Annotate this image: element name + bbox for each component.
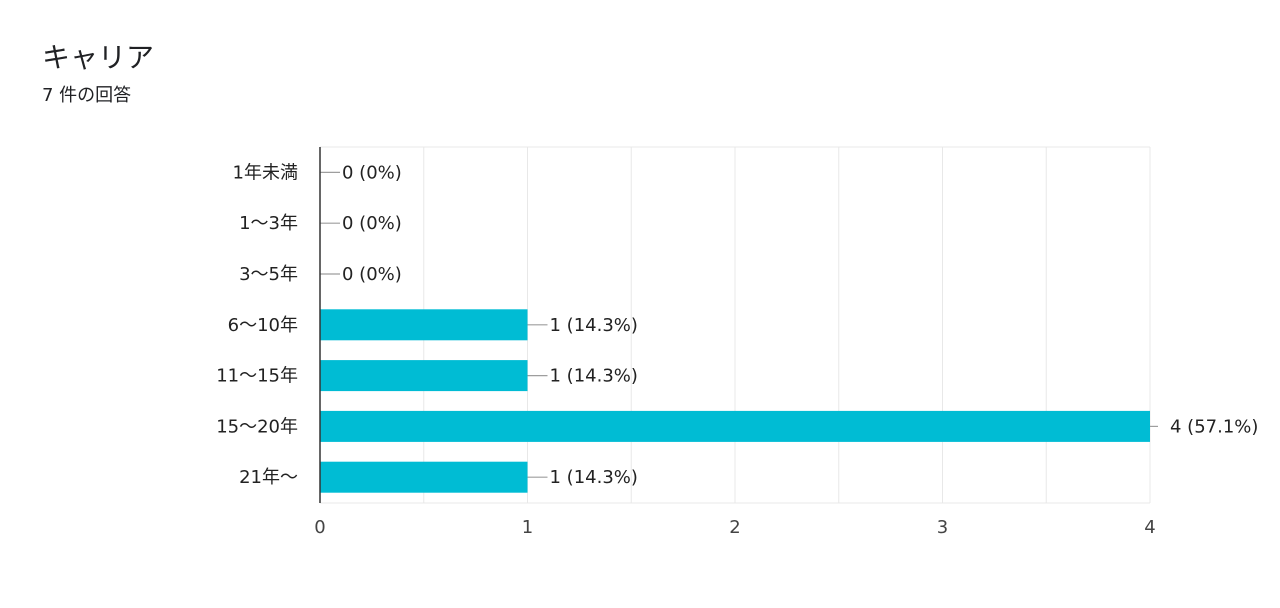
category-label: 6〜10年 [228,315,298,336]
bar [320,410,1150,442]
category-label: 1年未満 [233,162,298,183]
chart-header: キャリア 7 件の回答 [42,40,154,108]
x-tick-label: 1 [522,517,533,538]
data-label: 1 (14.3%) [550,366,638,387]
bar [320,461,528,493]
category-label: 11〜15年 [216,366,298,387]
bars [320,309,1150,493]
category-label: 21年〜 [239,467,298,488]
axes: 0 1 2 3 4 [314,147,1156,538]
bar [320,360,528,392]
category-label: 3〜5年 [239,264,298,285]
x-tick-label: 3 [937,517,948,538]
bar [320,309,528,341]
x-tick-label: 2 [729,517,740,538]
labels: 1年未満 0 (0%) 1〜3年 0 (0%) 3〜5年 0 (0%) 6〜10年 1 (14… [216,162,1258,488]
data-label: 4 (57.1%) [1170,416,1258,437]
question-title: キャリア [42,41,155,74]
category-label: 15〜20年 [216,416,298,437]
x-tick-label: 4 [1144,517,1155,538]
data-label: 1 (14.3%) [550,315,638,336]
response-count: 7 件の回答 [42,85,132,106]
category-label: 1〜3年 [239,213,298,234]
data-label: 0 (0%) [342,264,402,285]
data-label: 0 (0%) [342,162,402,183]
data-label: 0 (0%) [342,213,402,234]
data-label: 1 (14.3%) [550,467,638,488]
x-tick-label: 0 [314,517,325,538]
